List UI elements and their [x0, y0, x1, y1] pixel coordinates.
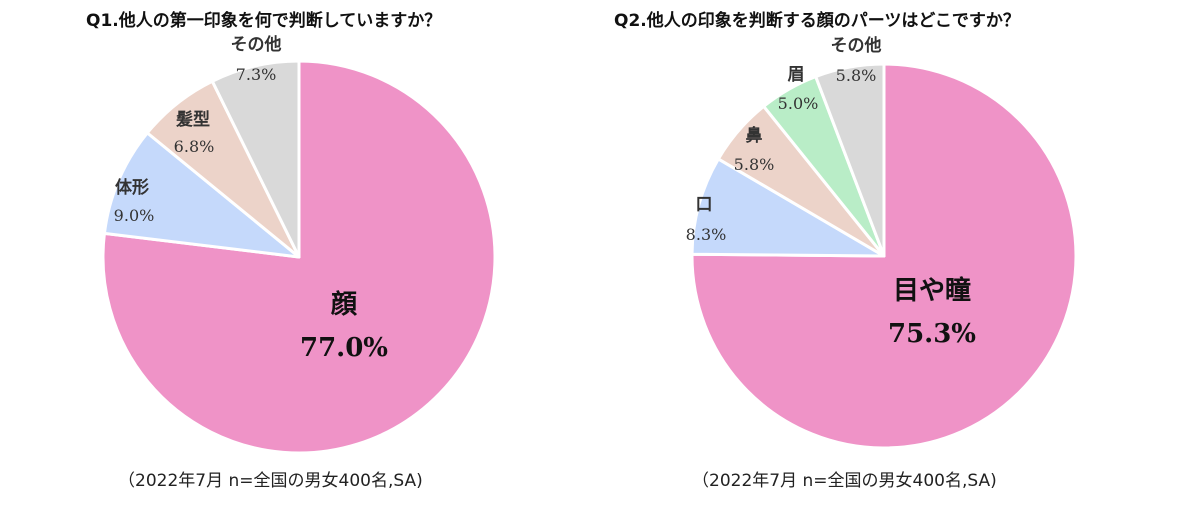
pie-slice	[690, 62, 1078, 450]
chart2-footnote: （2022年7月 n=全国の男女400名,SA)	[692, 471, 997, 491]
chart2-title: Q2.他人の印象を判断する顔のパーツはどこですか？	[614, 11, 1020, 31]
slice-value-label: 6.8%	[174, 137, 215, 156]
slice-value-label: 5.8%	[836, 66, 877, 85]
slice-value-label: 5.0%	[778, 94, 819, 113]
slice-value-label: 75.3%	[888, 319, 976, 349]
slice-category-label: 顔	[331, 290, 358, 320]
slice-category-label: 口	[696, 195, 713, 215]
slice-value-label: 77.0%	[300, 333, 388, 363]
slice-value-label: 7.3%	[236, 65, 277, 84]
slice-category-label: その他	[831, 35, 882, 56]
slice-category-label: 目や瞳	[893, 275, 971, 306]
pie-slice	[101, 59, 497, 455]
slice-value-label: 5.8%	[734, 155, 775, 174]
chart1-footnote: （2022年7月 n=全国の男女400名,SA)	[118, 471, 423, 491]
pie-slice	[690, 157, 886, 258]
slice-category-label: 眉	[788, 65, 805, 85]
slice-category-label: 髪型	[175, 109, 210, 130]
slice-value-label: 9.0%	[114, 206, 155, 225]
slice-category-label: 鼻	[746, 125, 763, 146]
pie-slice	[814, 62, 886, 258]
chart1-title: Q1.他人の第一印象を何で判断していますか？	[86, 11, 442, 31]
slice-category-label: 体形	[115, 177, 149, 198]
pie-slice	[102, 131, 301, 259]
pie-slice	[210, 59, 301, 259]
slice-value-label: 8.3%	[686, 225, 727, 244]
slice-category-label: その他	[231, 34, 282, 55]
